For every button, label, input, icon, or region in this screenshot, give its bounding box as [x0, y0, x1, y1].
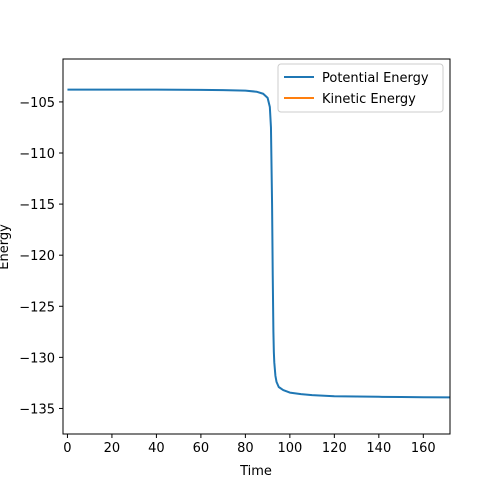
legend-box [277, 63, 444, 113]
x-tick-label: 20 [104, 441, 121, 456]
y-tick-label: −135 [19, 402, 55, 417]
x-tick-label: 120 [322, 441, 347, 456]
x-axis-ticks: 0 20 40 60 80 100 120 140 160 [63, 434, 436, 456]
legend: Potential Energy Kinetic Energy [277, 63, 444, 113]
x-tick-label: 100 [277, 441, 302, 456]
y-axis-label: Energy [0, 224, 12, 270]
x-tick-label: 60 [193, 441, 210, 456]
y-tick-label: −115 [19, 198, 55, 213]
series-line-potential-energy [67, 88, 451, 399]
legend-label-potential: Potential Energy [322, 71, 429, 86]
x-tick-label: 40 [148, 441, 165, 456]
y-axis-ticks: −105 −110 −115 −120 −125 −130 −135 [19, 96, 63, 417]
x-tick-label: 160 [411, 441, 436, 456]
legend-label-kinetic: Kinetic Energy [322, 92, 416, 107]
x-tick-label: 80 [237, 441, 254, 456]
y-tick-label: −105 [19, 96, 55, 111]
plot-frame [62, 58, 451, 435]
y-tick-label: −125 [19, 300, 55, 315]
plot-area [67, 88, 451, 399]
x-axis-label: Time [239, 464, 272, 479]
x-tick-label: 140 [366, 441, 391, 456]
y-tick-label: −130 [19, 351, 55, 366]
y-tick-label: −110 [19, 147, 55, 162]
y-tick-label: −120 [19, 249, 55, 264]
x-tick-label: 0 [63, 441, 71, 456]
